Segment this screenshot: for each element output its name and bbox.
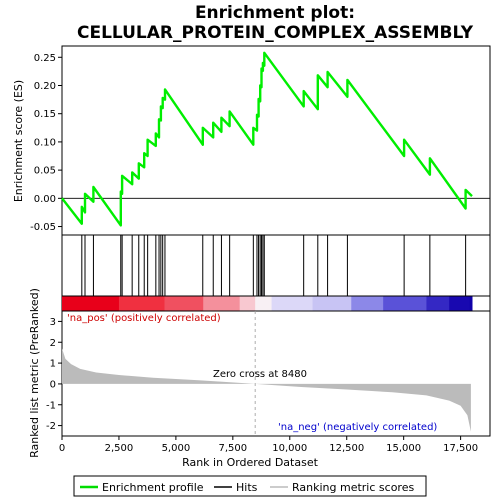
es-ytick-label: 0.15 (34, 109, 56, 120)
es-ytick-label: -0.05 (30, 222, 56, 233)
colorbar-segment (62, 296, 120, 311)
rank-panel-frame (61, 310, 491, 437)
negative-correlation-label: 'na_neg' (negatively correlated) (278, 422, 437, 433)
colorbar-segment (255, 296, 273, 311)
hits-panel-frame (61, 234, 491, 297)
es-ytick-label: 0.20 (34, 81, 56, 92)
colorbar-segment (203, 296, 241, 311)
rank-y-axis-label: Ranked list metric (PreRanked) (28, 288, 41, 458)
colorbar-segment (164, 296, 204, 311)
legend: Enrichment profile Hits Ranking metric s… (73, 475, 427, 497)
enrichment-profile-line (61, 51, 473, 227)
rank-ytick-label: 1 (50, 359, 56, 370)
es-panel: -0.05 0.00 0.05 0.10 0.15 0.20 0.25 Enrichment… (12, 45, 491, 236)
colorbar-segment (118, 296, 165, 311)
es-ytick-label: 0.25 (34, 53, 56, 64)
legend-enrichment-label: Enrichment profile (102, 481, 204, 494)
es-y-ticks: -0.05 0.00 0.05 0.10 0.15 0.20 0.25 (30, 53, 62, 233)
colorbar-segment (426, 296, 450, 311)
rank-metric-panel: -2 -1 0 1 2 3 'na_pos' (positively correlated… (28, 288, 491, 458)
ranking-metric-area (62, 348, 471, 432)
xtick-label: 17,500 (443, 443, 478, 454)
colorbar-segment (239, 296, 256, 311)
colorbar-segment (351, 296, 384, 311)
xtick-label: 5,000 (162, 443, 191, 454)
x-axis-ticks: 0 2,500 5,000 7,500 10,000 12,500 15,000 17,500 (59, 436, 478, 454)
rank-ytick-label: 2 (50, 338, 56, 349)
xtick-label: 10,000 (272, 443, 307, 454)
legend-hits-label: Hits (236, 481, 258, 494)
hits-panel (61, 234, 491, 297)
colorbar-segment (271, 296, 314, 311)
es-ytick-label: 0.10 (34, 137, 56, 148)
es-ytick-label: 0.00 (34, 194, 56, 205)
rank-ytick-label: -1 (46, 400, 56, 411)
x-axis-label: Rank in Ordered Dataset (182, 456, 319, 469)
colorbar-segment (449, 296, 471, 311)
colorbar-segment (312, 296, 352, 311)
es-panel-frame (61, 45, 491, 236)
xtick-label: 0 (59, 443, 65, 454)
legend-frame (73, 475, 427, 497)
rank-ytick-label: -2 (46, 421, 56, 432)
xtick-label: 12,500 (329, 443, 364, 454)
rank-ytick-label: 0 (50, 379, 56, 390)
xtick-label: 15,000 (386, 443, 421, 454)
es-ytick-label: 0.05 (34, 166, 56, 177)
legend-ranking-label: Ranking metric scores (292, 481, 414, 494)
colorbar-segment (383, 296, 427, 311)
xtick-label: 7,500 (219, 443, 248, 454)
colorbar-segment (469, 296, 473, 311)
positive-correlation-label: 'na_pos' (positively correlated) (67, 313, 221, 324)
plot-title-line1: Enrichment plot: (195, 3, 355, 23)
xtick-label: 2,500 (105, 443, 134, 454)
rank-y-ticks: -2 -1 0 1 2 3 (46, 317, 62, 432)
zero-cross-label: Zero cross at 8480 (213, 369, 307, 380)
rank-colorbar (61, 295, 491, 312)
es-y-axis-label: Enrichment score (ES) (12, 80, 25, 202)
hit-markers (81, 235, 467, 296)
plot-title-line2: CELLULAR_PROTEIN_COMPLEX_ASSEMBLY (77, 23, 474, 43)
rank-ytick-label: 3 (50, 317, 56, 328)
